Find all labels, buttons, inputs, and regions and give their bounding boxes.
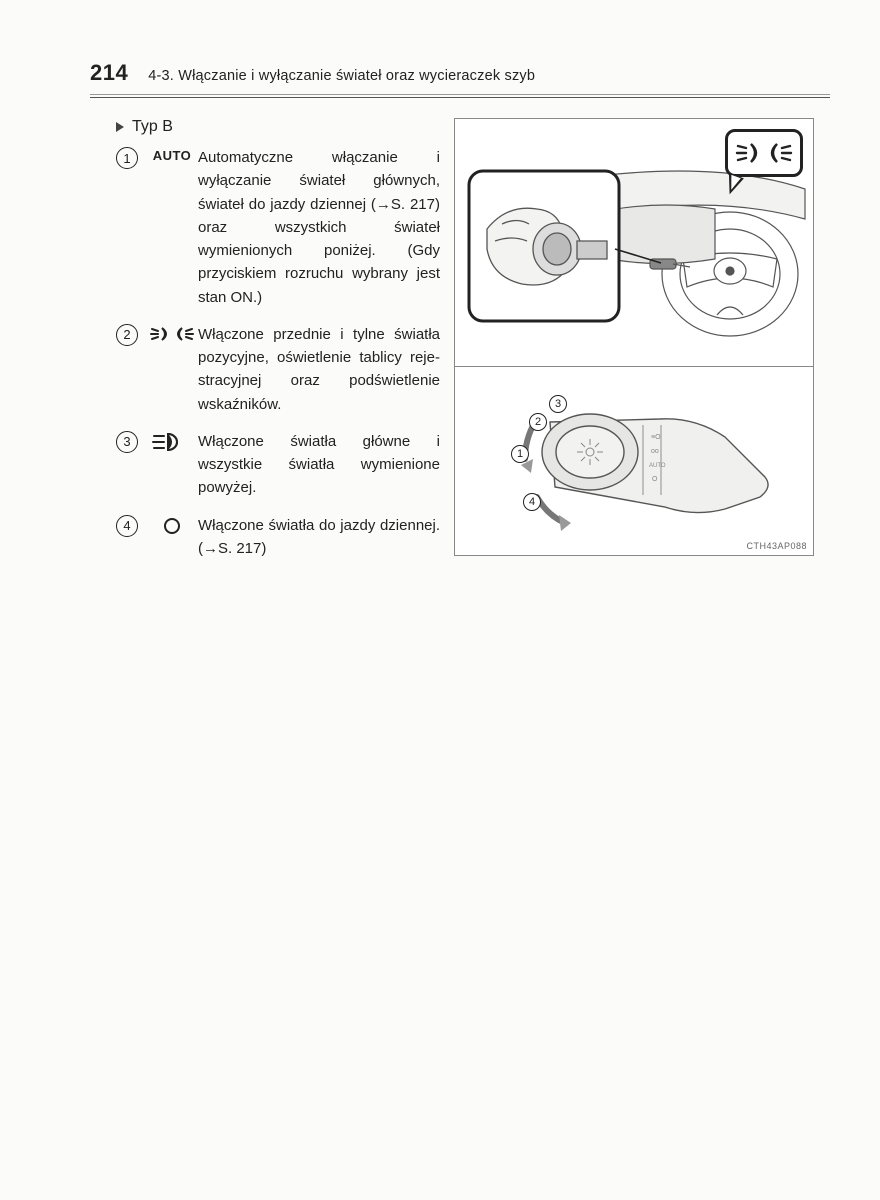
step-number-1: 1: [116, 147, 138, 169]
icon-slot: AUTO: [146, 146, 198, 163]
section-title: 4-3. Włączanie i wyłączanie świateł oraz…: [148, 68, 535, 84]
header-rule-dark: [90, 97, 830, 98]
figure-column: ≡O oo AUTO O 3 2 1 4 CTH43AP088: [454, 118, 830, 574]
diagram-label-3: 3: [549, 395, 567, 413]
page-number: 214: [90, 60, 128, 86]
diagram-label-2: 2: [529, 413, 547, 431]
figure-code: CTH43AP088: [746, 541, 807, 551]
subsection-label: Typ B: [132, 118, 173, 136]
illustration-bottom-panel: ≡O oo AUTO O 3 2 1 4 CTH43AP088: [455, 367, 813, 555]
list-item: 4 Włączone światła do jaz­dy dziennej. (…: [116, 514, 440, 561]
list-item: 1 AUTO Automatyczne włącza­nie i wyłącza…: [116, 146, 440, 309]
header-rule-light: [90, 94, 830, 95]
svg-text:AUTO: AUTO: [649, 463, 666, 469]
item-description: Automatyczne włącza­nie i wyłączanie świ…: [198, 146, 440, 309]
item-description: Włączone światła do jaz­dy dziennej. (→S…: [198, 514, 440, 561]
item-description: Włączone przednie i tyl­ne światła pozyc…: [198, 323, 440, 416]
auto-text-icon: AUTO: [153, 148, 192, 163]
svg-text:O: O: [652, 476, 658, 483]
illustration-frame: ≡O oo AUTO O 3 2 1 4 CTH43AP088: [454, 118, 814, 556]
svg-text:oo: oo: [651, 448, 659, 455]
leader-line: [455, 119, 815, 367]
svg-text:≡O: ≡O: [651, 434, 661, 441]
diagram-label-4: 4: [523, 493, 541, 511]
triangle-bullet-icon: [116, 122, 124, 132]
stalk-diagram: ≡O oo AUTO O: [455, 367, 815, 555]
manual-page: 214 4-3. Włączanie i wyłączanie świateł …: [0, 0, 880, 1200]
item-description: Włączone światła głów­ne i wszystkie świ…: [198, 430, 440, 500]
subsection-heading: Typ B: [116, 118, 440, 136]
headlights-icon: [146, 430, 198, 452]
step-number-2: 2: [116, 324, 138, 346]
list-item: 2 Włąc: [116, 323, 440, 416]
diagram-label-1: 1: [511, 445, 529, 463]
description-column: Typ B 1 AUTO Automatyczne włącza­nie i w…: [90, 118, 440, 574]
step-number-3: 3: [116, 431, 138, 453]
off-icon: [146, 514, 198, 534]
illustration-top-panel: [455, 119, 813, 367]
list-item: 3 Włączone światła głów­ne i wszystk: [116, 430, 440, 500]
parking-lights-icon: [146, 323, 198, 343]
circle-off-icon: [164, 518, 180, 534]
content-area: Typ B 1 AUTO Automatyczne włącza­nie i w…: [90, 118, 830, 574]
step-number-4: 4: [116, 515, 138, 537]
page-header: 214 4-3. Włączanie i wyłączanie świateł …: [90, 60, 830, 92]
